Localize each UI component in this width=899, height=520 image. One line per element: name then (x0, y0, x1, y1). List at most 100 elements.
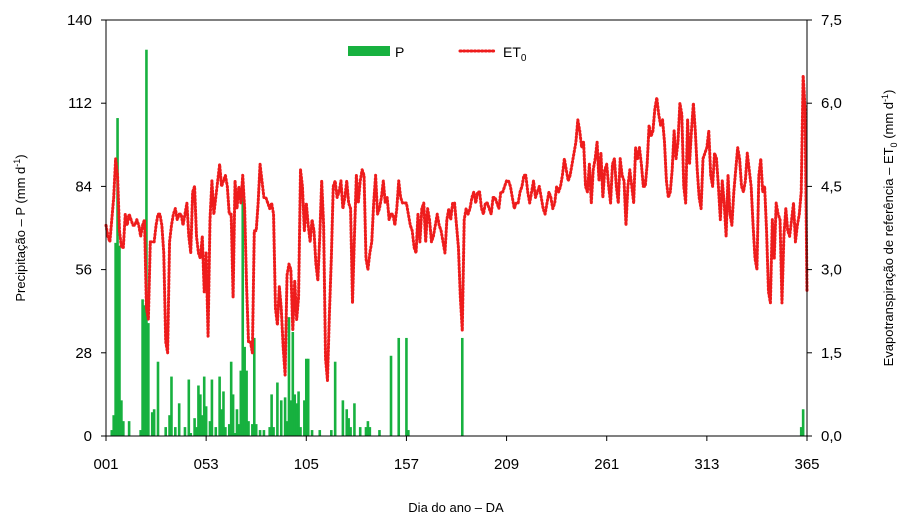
precip-bar (378, 430, 381, 436)
precip-bar (303, 400, 306, 436)
precip-bar (220, 409, 223, 436)
legend: P ET0 (348, 44, 527, 64)
precip-bar (235, 409, 239, 436)
precip-bar (210, 379, 214, 436)
left-tick-label: 28 (75, 345, 92, 362)
precip-bar (177, 403, 181, 436)
x-tick-label: 105 (294, 456, 319, 473)
precip-bar (283, 397, 287, 436)
legend-precip-swatch (348, 46, 390, 56)
precip-bar (174, 427, 177, 436)
precip-bar (297, 391, 300, 436)
right-tick-label: 1,5 (821, 345, 842, 362)
left-tick-label: 84 (75, 178, 92, 195)
precip-bar (801, 409, 805, 436)
precip-bar (245, 370, 248, 436)
precip-bar (295, 403, 298, 436)
precip-bar (202, 376, 206, 436)
precip-bar (143, 305, 146, 436)
precip-bar (193, 418, 196, 436)
x-axis-label: Dia do ano – DA (408, 500, 504, 515)
precip-bar (189, 433, 193, 436)
right-tick-label: 3,0 (821, 262, 842, 279)
precip-bar (341, 400, 345, 436)
precip-bar (156, 361, 160, 436)
precip-bar (110, 430, 114, 436)
right-axis-label: Evapotranspiração de referência – ET0 (m… (880, 90, 899, 367)
precip-bar (227, 424, 231, 436)
precip-bar (407, 430, 410, 436)
precip-bar (239, 370, 243, 436)
precip-bar (306, 358, 310, 436)
precip-bar (405, 337, 408, 436)
precip-bar (229, 361, 233, 436)
precip-bar (224, 427, 227, 436)
left-tick-label: 140 (67, 12, 92, 29)
precip-bar (204, 406, 208, 436)
precip-bar (368, 427, 372, 436)
precip-bar (799, 427, 803, 436)
x-tick-label: 053 (194, 456, 219, 473)
precip-bar (200, 415, 204, 436)
precip-bar (122, 421, 125, 436)
precip-bar (460, 337, 464, 436)
precip-bar (285, 421, 289, 436)
precip-bar (252, 337, 256, 436)
precip-bar (276, 382, 279, 436)
precip-bar (289, 400, 293, 436)
precip-bar (183, 427, 187, 436)
precip-bar (358, 427, 362, 436)
precip-bar (231, 394, 235, 436)
precip-bar (333, 361, 337, 436)
precip-bar (150, 412, 154, 436)
precip-bar (114, 242, 117, 436)
precip-bar (349, 427, 352, 436)
precip-bar (279, 400, 283, 436)
precip-bar (199, 394, 202, 436)
x-tick-label: 209 (494, 456, 519, 473)
precip-bar (268, 427, 271, 436)
precip-bar (116, 118, 119, 436)
precip-bar (214, 427, 218, 436)
precip-bar (164, 427, 167, 436)
precip-bar (318, 430, 322, 436)
precip-bar (195, 427, 198, 436)
precip-bar (287, 317, 291, 436)
precip-bar (120, 400, 123, 436)
precip-bar (299, 427, 302, 436)
precip-bar (243, 346, 246, 436)
precip-bar (293, 394, 297, 436)
right-tick-label: 4,5 (821, 178, 842, 195)
precip-bar (237, 424, 241, 436)
x-tick-label: 001 (93, 456, 118, 473)
precip-bar (270, 394, 273, 436)
left-tick-label: 112 (68, 95, 92, 112)
precip-bar (389, 355, 393, 436)
precip-bar (218, 376, 221, 436)
x-tick-label: 365 (794, 456, 819, 473)
precip-bar (141, 299, 144, 436)
precip-bar (330, 430, 333, 436)
axis-ticks: 001 053 105 157 209 261 313 365 0 28 56 84 112 140 0,0… (67, 12, 842, 473)
precip-bar (147, 323, 150, 436)
precip-bar (254, 424, 258, 436)
precip-bar (233, 433, 237, 436)
right-tick-label: 7,5 (821, 12, 842, 29)
precip-bar (127, 421, 131, 436)
precip-bar (262, 430, 266, 436)
precip-bar (310, 430, 314, 436)
precip-bar (397, 337, 401, 436)
precip-bar (272, 427, 275, 436)
precip-bar (139, 430, 142, 436)
precip-bar (197, 385, 200, 436)
precip-bar (304, 358, 308, 436)
left-tick-label: 56 (75, 262, 92, 279)
legend-et0-label: ET0 (503, 44, 527, 64)
precip-bar (208, 421, 212, 436)
right-tick-label: 0,0 (821, 428, 842, 445)
precip-bar (112, 415, 115, 436)
precip-bar (118, 245, 121, 436)
right-tick-label: 6,0 (821, 95, 842, 112)
precip-bar (222, 391, 225, 436)
